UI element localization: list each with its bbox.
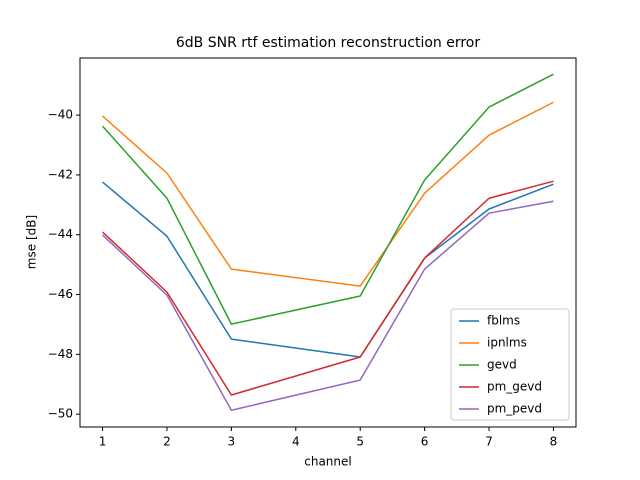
- x-axis-label: channel: [304, 455, 351, 469]
- x-tick-label: 8: [550, 435, 558, 449]
- legend-label: fblms: [487, 314, 520, 328]
- y-tick-label: −42: [48, 167, 73, 181]
- y-axis-label: mse [dB]: [25, 215, 39, 269]
- x-tick-label: 4: [292, 435, 300, 449]
- line-series: [102, 101, 554, 287]
- line-series: [102, 200, 554, 412]
- x-tick-label: 7: [485, 435, 493, 449]
- line-series: [102, 180, 554, 396]
- y-tick-label: −46: [48, 287, 73, 301]
- x-tick-label: 2: [163, 435, 171, 449]
- legend-label: pm_pevd: [487, 402, 542, 416]
- legend-box: [450, 308, 570, 421]
- x-tick-label: 3: [228, 435, 236, 449]
- y-tick-label: −40: [48, 108, 73, 122]
- line-series: [101, 73, 554, 325]
- y-tick-label: −50: [48, 407, 73, 421]
- x-tick-label: 5: [356, 435, 364, 449]
- x-tick-label: 1: [99, 435, 107, 449]
- legend-label: gevd: [487, 358, 517, 372]
- plot-frame: [79, 57, 577, 428]
- y-tick-label: −48: [48, 347, 73, 361]
- legend-label: pm_gevd: [487, 380, 542, 394]
- legend-label: ipnlms: [487, 336, 527, 350]
- chart-title: 6dB SNR rtf estimation reconstruction er…: [176, 35, 480, 51]
- x-tick-label: 6: [421, 435, 429, 449]
- y-tick-label: −44: [48, 227, 73, 241]
